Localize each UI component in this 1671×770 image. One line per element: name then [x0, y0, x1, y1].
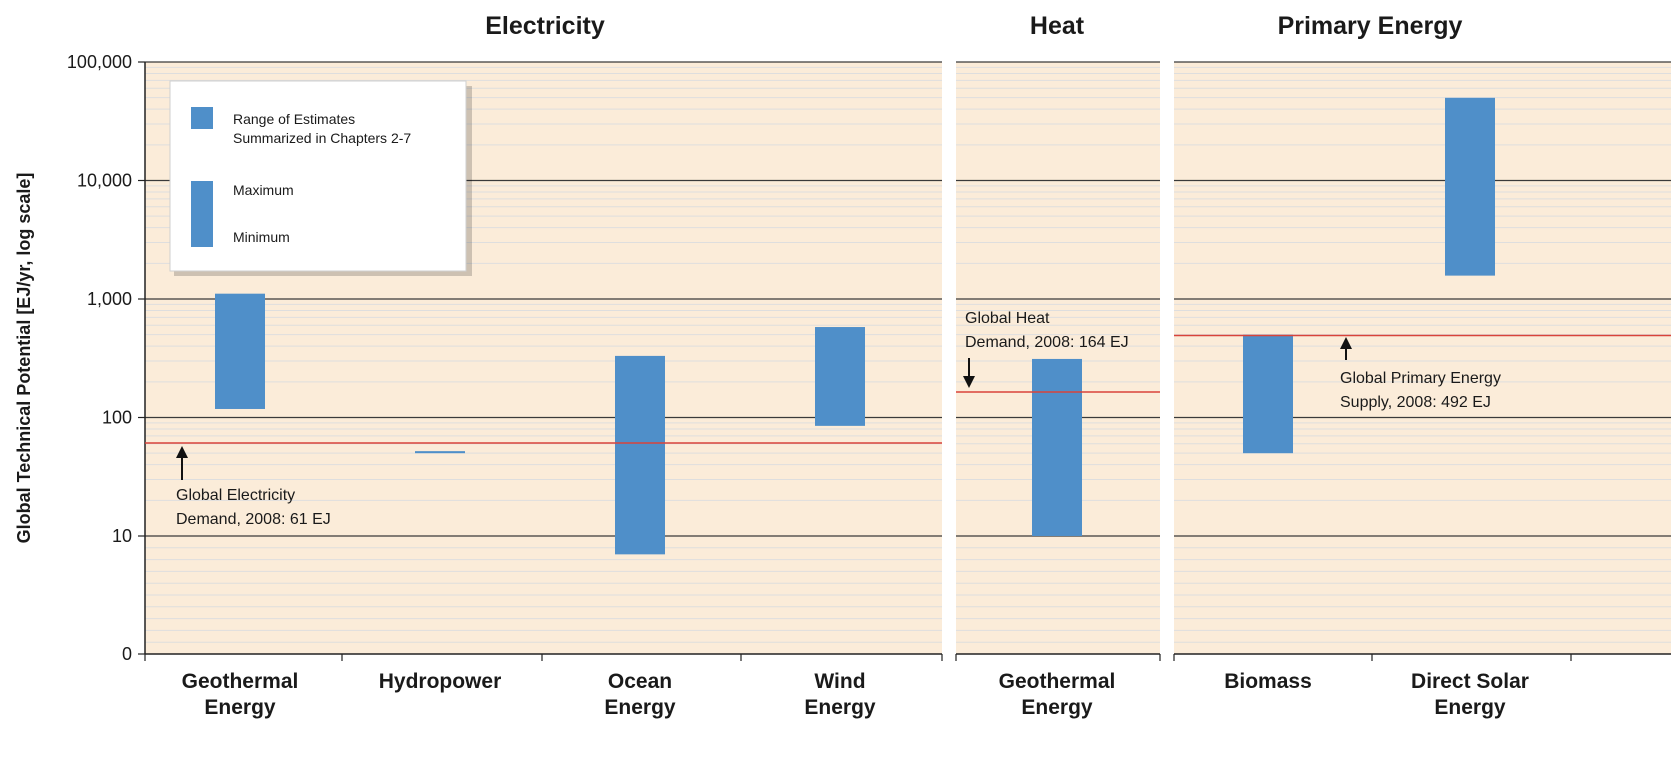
annotation-arrowhead	[176, 446, 188, 458]
y-tick-label: 10,000	[77, 171, 132, 191]
range-bar	[1445, 97, 1495, 276]
annotation-line: Demand, 2008: 164 EJ	[965, 334, 1129, 351]
category-label: Hydropower	[379, 670, 502, 693]
legend-maximum-label: Maximum	[233, 182, 294, 198]
category-label: Wind Energy	[804, 670, 876, 719]
panel-background-1	[956, 62, 1160, 654]
legend-minmax-swatch	[191, 181, 213, 247]
legend-minimum-label: Minimum	[233, 229, 290, 245]
y-tick-label: 100,000	[67, 52, 132, 72]
category-label-line: Direct Solar	[1411, 670, 1529, 693]
category-label-line: Energy	[804, 696, 876, 719]
category-label-line: Wind	[814, 670, 865, 693]
reference-annotation-primary-energy: Global Primary Energy Supply, 2008: 492 E…	[1340, 370, 1501, 411]
category-label: Biomass	[1224, 670, 1312, 693]
range-bar	[415, 451, 465, 454]
legend-range-swatch	[191, 107, 213, 129]
category-label-line: Energy	[204, 696, 276, 719]
annotation-line: Global Heat	[965, 310, 1050, 327]
group-header-electricity: Electricity	[485, 12, 605, 40]
range-bar	[815, 327, 865, 426]
y-tick-label: 1,000	[87, 289, 132, 309]
category-label-line: Biomass	[1224, 670, 1312, 693]
category-label: Geothermal Energy	[182, 670, 299, 719]
legend-box	[169, 80, 467, 272]
range-bar	[615, 355, 665, 555]
annotation-line: Supply, 2008: 492 EJ	[1340, 394, 1491, 411]
category-label-line: Energy	[1021, 696, 1093, 719]
category-label-line: Energy	[604, 696, 676, 719]
category-label-line: Geothermal	[999, 670, 1116, 693]
y-axis-title: Global Technical Potential [EJ/yr, log s…	[14, 173, 34, 544]
y-tick-label: 100	[102, 408, 132, 428]
reference-annotation-heat: Global Heat Demand, 2008: 164 EJ	[965, 310, 1129, 351]
range-bar	[1243, 334, 1293, 454]
category-label: Geothermal Energy	[999, 670, 1116, 719]
annotation-arrowhead	[963, 376, 975, 388]
category-label-line: Energy	[1434, 696, 1506, 719]
category-label: Ocean Energy	[604, 670, 676, 719]
legend-line: Summarized in Chapters 2-7	[233, 130, 411, 146]
legend-line: Range of Estimates	[233, 111, 355, 127]
y-tick-label: 0	[122, 644, 132, 664]
annotation-line: Global Electricity	[176, 487, 295, 504]
group-header-primary-energy: Primary Energy	[1278, 12, 1463, 40]
reference-annotation-electricity: Global Electricity Demand, 2008: 61 EJ	[176, 487, 331, 528]
range-bar	[215, 293, 265, 409]
group-header-heat: Heat	[1030, 12, 1085, 40]
category-label-line: Geothermal	[182, 670, 299, 693]
category-label-line: Hydropower	[379, 670, 502, 693]
range-bar	[1032, 358, 1082, 536]
annotation-arrowhead	[1340, 337, 1352, 349]
annotation-line: Global Primary Energy	[1340, 370, 1501, 387]
category-label-line: Ocean	[608, 670, 672, 693]
legend-range-label: Range of Estimates Summarized in Chapters…	[233, 111, 411, 146]
category-label: Direct Solar Energy	[1411, 670, 1529, 719]
annotation-line: Demand, 2008: 61 EJ	[176, 511, 331, 528]
y-tick-label: 10	[112, 526, 132, 546]
